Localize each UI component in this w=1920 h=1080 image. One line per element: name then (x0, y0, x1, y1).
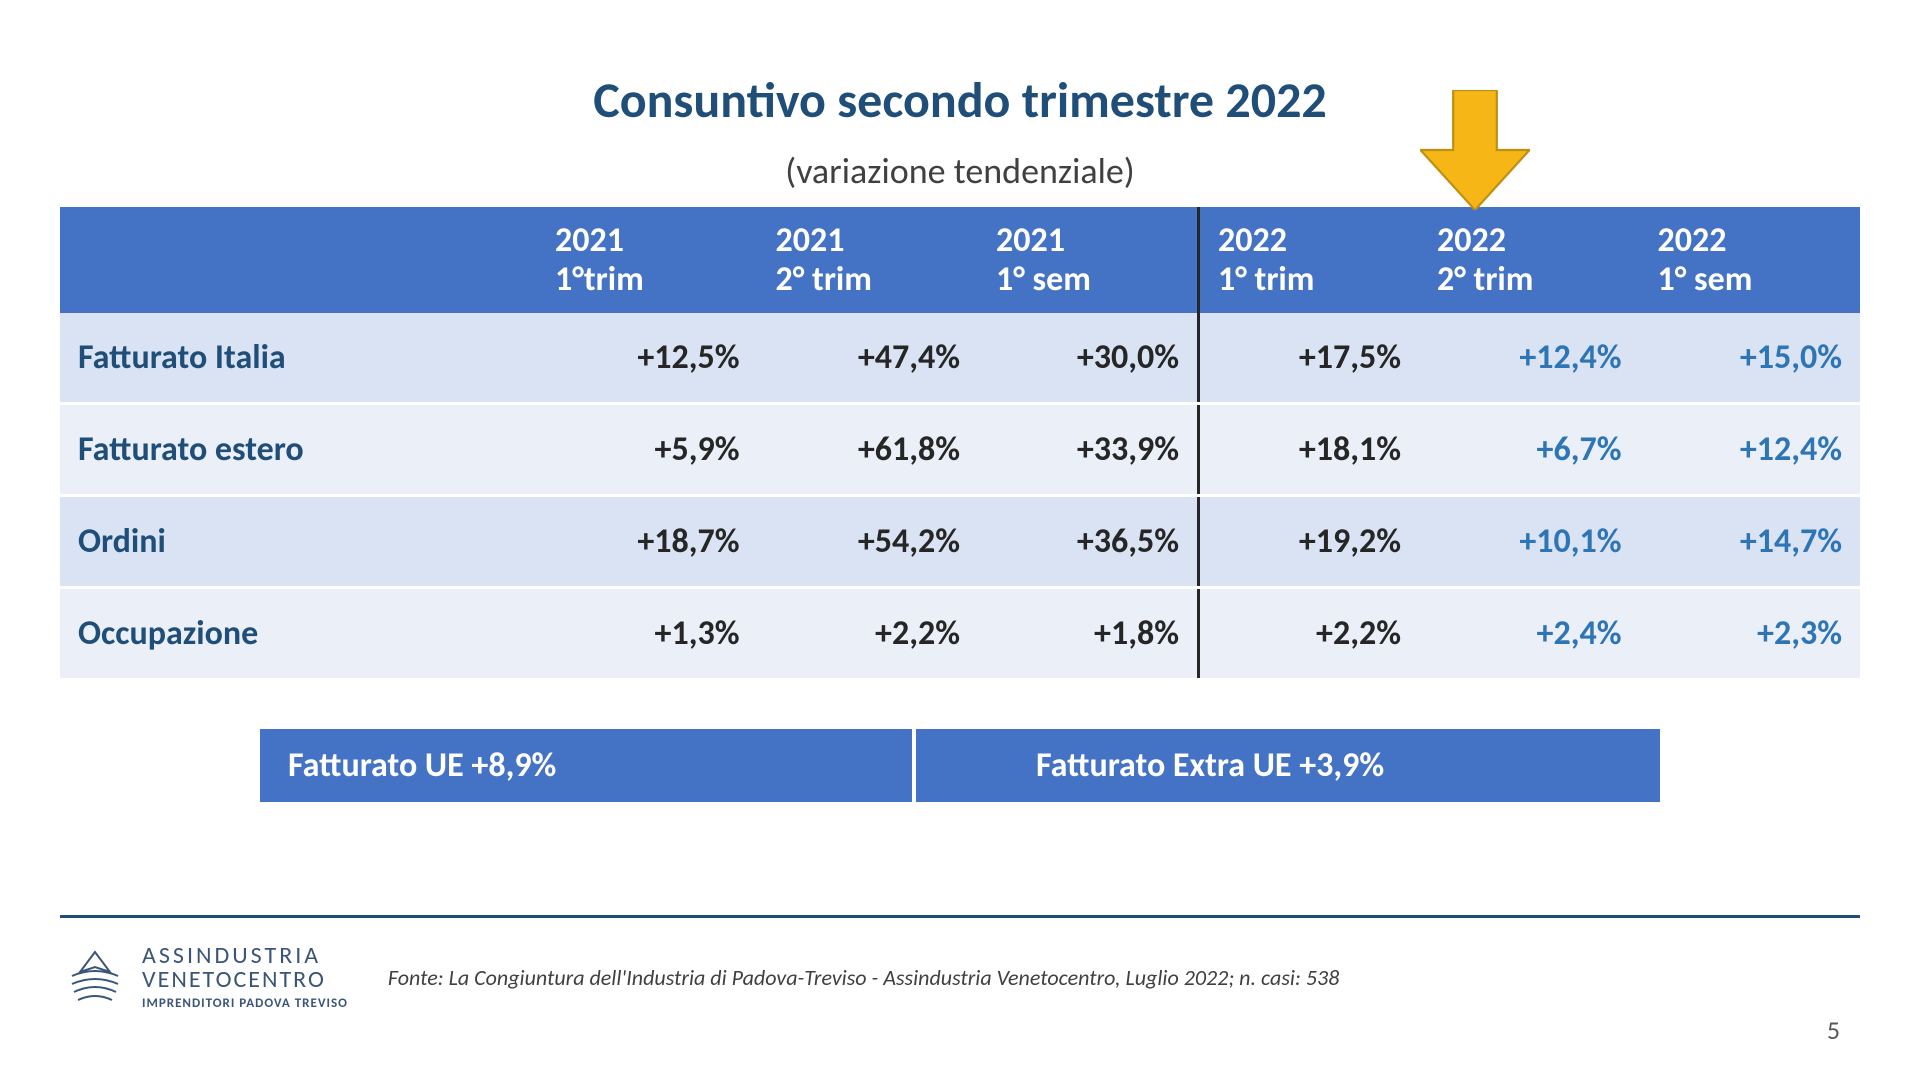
col-header-2021-s1: 2021 1° sem (978, 207, 1199, 313)
table-header: 2021 1°trim 2021 2° trim 2021 1° sem 202… (60, 207, 1860, 313)
row-label: Occupazione (60, 588, 537, 680)
logo: ASSINDUSTRIA VENETOCENTRO IMPRENDITORI P… (60, 942, 348, 1012)
table-row: Fatturato estero +5,9% +61,8% +33,9% +18… (60, 404, 1860, 496)
row-label: Fatturato estero (60, 404, 537, 496)
logo-line1: ASSINDUSTRIA (142, 944, 348, 968)
cell-highlight: +2,4% (1419, 588, 1640, 680)
eagle-icon (60, 942, 130, 1012)
table-row: Fatturato Italia +12,5% +47,4% +30,0% +1… (60, 313, 1860, 404)
cell: +18,1% (1199, 404, 1420, 496)
summary-ue: Fatturato UE +8,9% (258, 727, 914, 804)
cell-highlight: +12,4% (1640, 404, 1861, 496)
cell: +54,2% (758, 496, 979, 588)
col-header-2022-t2: 2022 2° trim (1419, 207, 1640, 313)
cell-highlight: +10,1% (1419, 496, 1640, 588)
cell-highlight: +12,4% (1419, 313, 1640, 404)
page-number: 5 (1827, 1014, 1840, 1046)
cell: +47,4% (758, 313, 979, 404)
source-text: Fonte: La Congiuntura dell'Industria di … (388, 964, 1339, 991)
cell: +2,2% (1199, 588, 1420, 680)
cell: +19,2% (1199, 496, 1420, 588)
col-header-2021-t2: 2021 2° trim (758, 207, 979, 313)
cell: +1,3% (537, 588, 758, 680)
slide-subtitle: (variazione tendenziale) (60, 149, 1860, 193)
cell-highlight: +6,7% (1419, 404, 1640, 496)
logo-line2: VENETOCENTRO (142, 968, 348, 992)
logo-line3: IMPRENDITORI PADOVA TREVISO (142, 996, 348, 1011)
cell: +12,5% (537, 313, 758, 404)
col-header-2022-s1: 2022 1° sem (1640, 207, 1861, 313)
cell: +36,5% (978, 496, 1199, 588)
cell: +18,7% (537, 496, 758, 588)
cell-highlight: +14,7% (1640, 496, 1861, 588)
cell: +33,9% (978, 404, 1199, 496)
col-header-2022-t1: 2022 1° trim (1199, 207, 1420, 313)
row-label: Fatturato Italia (60, 313, 537, 404)
cell: +2,2% (758, 588, 979, 680)
down-arrow-icon (1420, 90, 1530, 210)
cell-highlight: +15,0% (1640, 313, 1861, 404)
table-row: Occupazione +1,3% +2,2% +1,8% +2,2% +2,4… (60, 588, 1860, 680)
col-header-2021-t1: 2021 1°trim (537, 207, 758, 313)
footer: ASSINDUSTRIA VENETOCENTRO IMPRENDITORI P… (60, 915, 1860, 1012)
down-arrow-shape (1420, 90, 1529, 210)
cell: +17,5% (1199, 313, 1420, 404)
table-body: Fatturato Italia +12,5% +47,4% +30,0% +1… (60, 313, 1860, 680)
summary-bar: Fatturato UE +8,9% Fatturato Extra UE +3… (258, 727, 1662, 804)
slide: Consuntivo secondo trimestre 2022 (varia… (0, 0, 1920, 1080)
cell: +61,8% (758, 404, 979, 496)
cell: +30,0% (978, 313, 1199, 404)
cell-highlight: +2,3% (1640, 588, 1861, 680)
summary-extra-ue: Fatturato Extra UE +3,9% (914, 727, 1662, 804)
cell: +1,8% (978, 588, 1199, 680)
row-label: Ordini (60, 496, 537, 588)
logo-text: ASSINDUSTRIA VENETOCENTRO IMPRENDITORI P… (142, 944, 348, 1011)
slide-title: Consuntivo secondo trimestre 2022 (60, 70, 1860, 131)
table-row: Ordini +18,7% +54,2% +36,5% +19,2% +10,1… (60, 496, 1860, 588)
cell: +5,9% (537, 404, 758, 496)
col-header-empty (60, 207, 537, 313)
data-table: 2021 1°trim 2021 2° trim 2021 1° sem 202… (60, 207, 1860, 681)
